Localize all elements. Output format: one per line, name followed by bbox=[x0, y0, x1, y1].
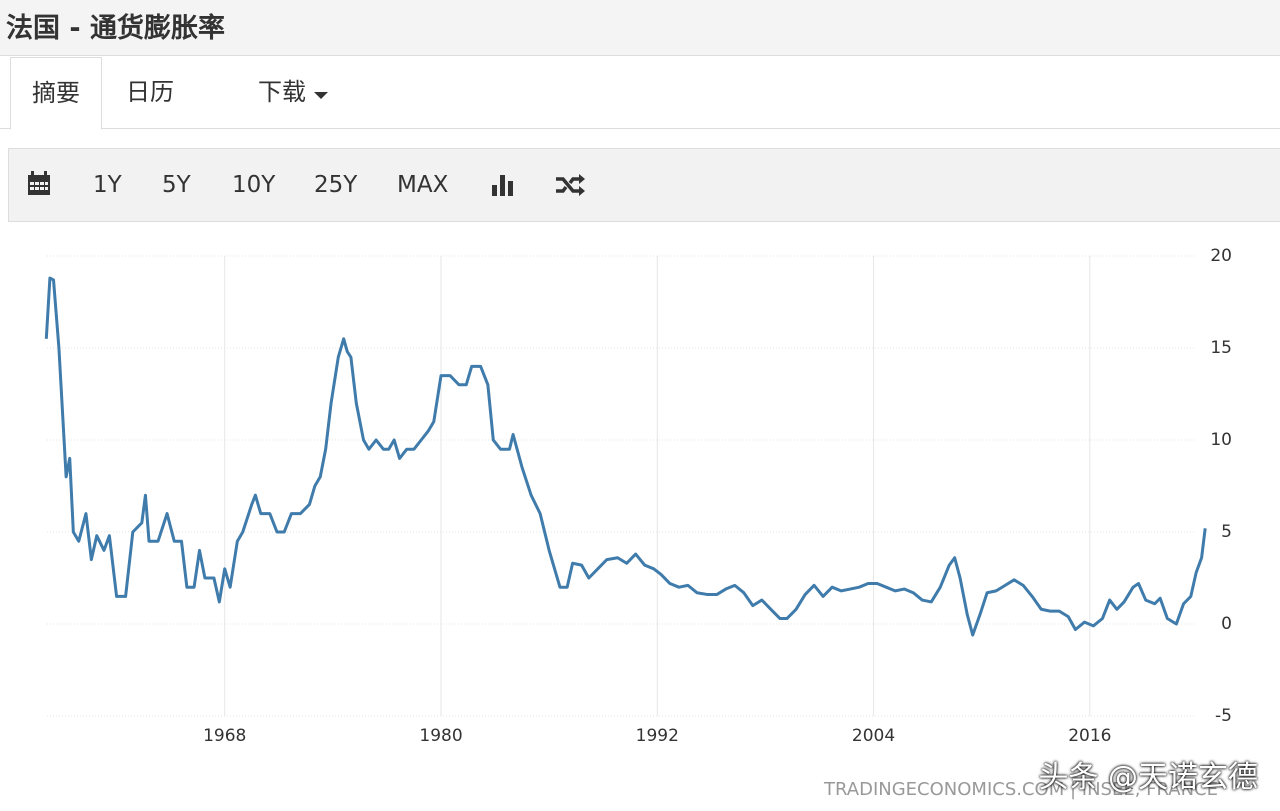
tab-label: 下载 bbox=[258, 78, 306, 106]
x-tick-label: 1992 bbox=[636, 726, 679, 746]
calendar-icon[interactable] bbox=[27, 171, 51, 197]
title-bar: 法国 - 通货膨胀率 bbox=[0, 0, 1280, 56]
y-tick-label: 10 bbox=[1210, 430, 1232, 450]
x-tick-label: 1968 bbox=[203, 726, 246, 746]
y-tick-label: 5 bbox=[1221, 522, 1232, 542]
x-tick-label: 2004 bbox=[852, 726, 895, 746]
y-tick-label: -5 bbox=[1215, 706, 1232, 726]
toolbar: 1Y 5Y 10Y 25Y MAX bbox=[8, 148, 1280, 222]
caret-icon bbox=[313, 92, 328, 99]
source-credit: TRADINGECONOMICS.COM | INSEE, FRANCE bbox=[824, 779, 1218, 800]
page-title: 法国 - 通货膨胀率 bbox=[6, 13, 226, 44]
data-line bbox=[44, 276, 1207, 637]
tab-bar: 摘要 日历 下载 bbox=[0, 57, 1280, 130]
y-tick-label: 20 bbox=[1210, 246, 1232, 266]
y-tick-label: 15 bbox=[1210, 338, 1232, 358]
range-button[interactable]: MAX bbox=[397, 172, 449, 198]
watermark: 头条 @天诺玄德 bbox=[1038, 760, 1258, 795]
range-button[interactable]: 25Y bbox=[314, 172, 358, 198]
tab[interactable]: 下载 bbox=[258, 57, 328, 128]
x-tick-label: 2016 bbox=[1068, 726, 1111, 746]
tab[interactable]: 日历 bbox=[126, 78, 174, 106]
y-tick-label: 0 bbox=[1221, 614, 1232, 634]
x-tick-label: 1980 bbox=[419, 726, 462, 746]
tab[interactable]: 摘要 bbox=[10, 57, 102, 130]
range-button[interactable]: 5Y bbox=[162, 172, 191, 198]
range-button[interactable]: 10Y bbox=[232, 172, 276, 198]
chart-type-icon[interactable] bbox=[491, 173, 515, 197]
shuffle-icon[interactable] bbox=[555, 173, 585, 197]
range-button[interactable]: 1Y bbox=[93, 172, 122, 198]
